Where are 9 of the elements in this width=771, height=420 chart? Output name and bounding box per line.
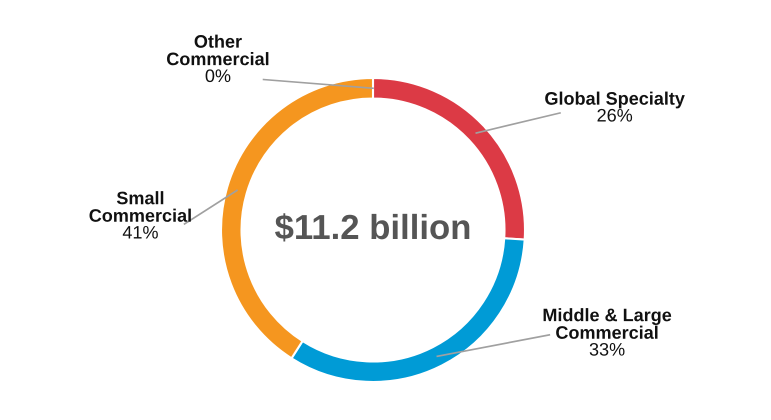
slice-label: Global Specialty <box>545 92 685 108</box>
text: 0% <box>206 69 230 82</box>
slice-label: Small Commercial <box>90 191 191 222</box>
data-label: 33% <box>590 342 625 356</box>
text: $11.2 billion <box>275 213 470 242</box>
data-label: 26% <box>598 108 632 122</box>
slice-label: Middle & Large Commercial <box>544 308 672 339</box>
category-label: Other Commercial <box>167 34 268 66</box>
data-label: 41% <box>122 226 158 239</box>
